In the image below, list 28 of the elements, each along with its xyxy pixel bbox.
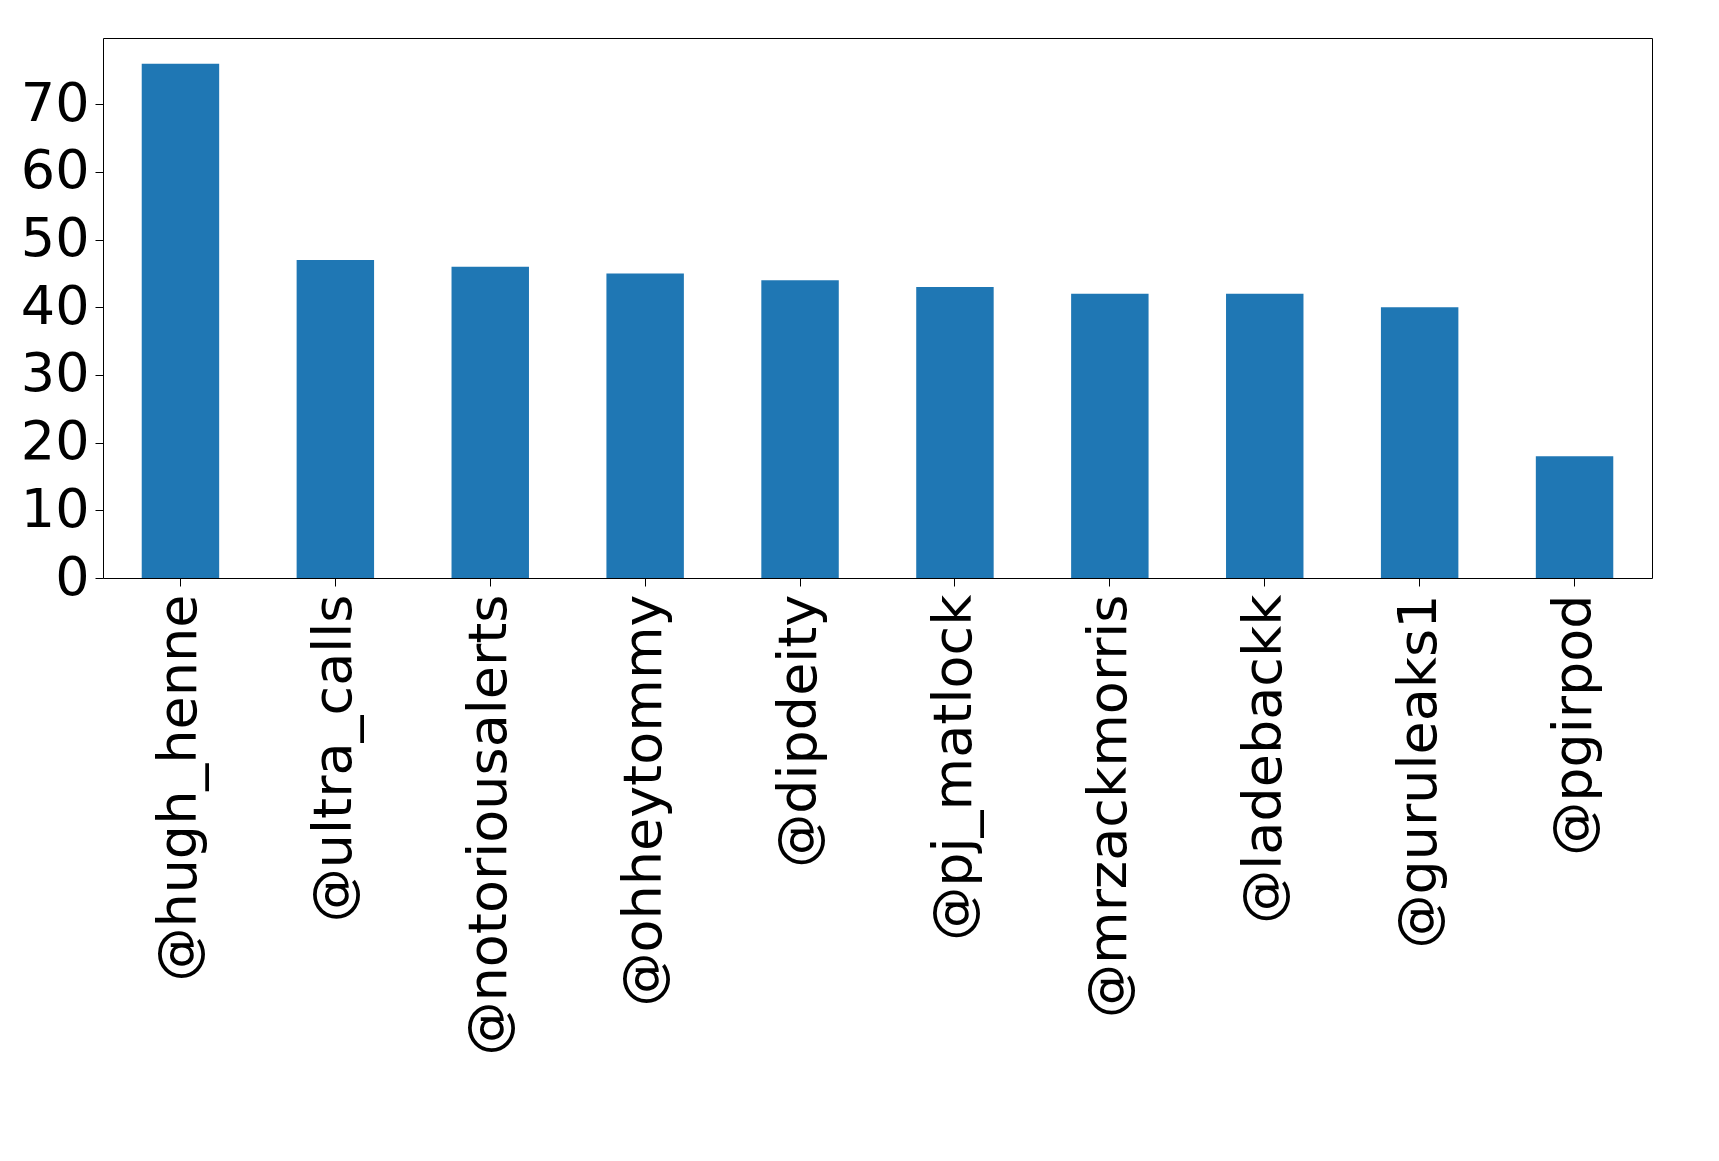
y-tick-label: 50 bbox=[20, 206, 90, 270]
y-tick-label: 40 bbox=[20, 273, 90, 337]
y-tick-label: 20 bbox=[20, 409, 90, 473]
x-tick-label: @guruleaks1 bbox=[1385, 594, 1449, 949]
bar bbox=[761, 280, 839, 578]
bar bbox=[1535, 456, 1614, 578]
x-tick-label: @hugh_henne bbox=[146, 594, 210, 982]
y-tick-label: 30 bbox=[20, 341, 90, 405]
x-tick-label: @ohheytommy bbox=[611, 594, 675, 1007]
bar bbox=[141, 63, 220, 578]
x-tick-label: @ladebackk bbox=[1230, 593, 1294, 924]
bar bbox=[606, 273, 684, 578]
bar bbox=[451, 266, 529, 578]
x-tick-label: @pj_matlock bbox=[920, 593, 984, 941]
bar bbox=[916, 287, 994, 578]
bar bbox=[1226, 293, 1304, 578]
x-tick-label: @dipdeity bbox=[766, 594, 830, 868]
bar bbox=[296, 259, 375, 578]
bar bbox=[1380, 307, 1459, 578]
y-tick-label: 10 bbox=[20, 476, 90, 540]
x-tick-label: @ultra_calls bbox=[301, 594, 365, 923]
x-tick-label: @notoriousalerts bbox=[456, 594, 520, 1056]
y-tick-label: 70 bbox=[20, 70, 90, 134]
x-tick-label: @pgirpod bbox=[1540, 594, 1604, 856]
x-tick-label: @mrzackmorris bbox=[1075, 594, 1139, 1018]
bar bbox=[1071, 293, 1149, 578]
y-tick-label: 60 bbox=[20, 138, 90, 202]
y-tick-label: 0 bbox=[55, 544, 90, 608]
